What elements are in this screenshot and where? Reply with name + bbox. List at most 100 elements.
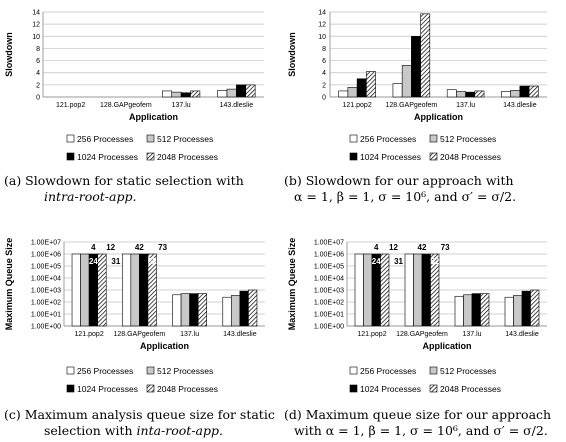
legend-swatch: [66, 384, 75, 393]
y-tick-label: 8: [36, 46, 40, 53]
y-axis-title: Maximum Queue Size: [4, 238, 14, 331]
bar: [404, 253, 414, 327]
bar: [248, 289, 258, 327]
x-tick-label: 128.GAPgeofem: [100, 102, 152, 109]
legend-label: 512 Processes: [440, 366, 496, 376]
bar: [180, 293, 190, 327]
legend-swatch: [429, 384, 438, 393]
bar: [130, 253, 140, 327]
x-tick-label: 143.dleslie: [220, 102, 254, 109]
caption-c: (c) Maximum analysis queue size for stat…: [4, 407, 275, 439]
legend-label: 256 Processes: [360, 366, 416, 376]
x-axis-title: Application: [129, 112, 178, 122]
y-tick-label: 0: [322, 95, 326, 102]
legend-label: 1024 Processes: [77, 384, 138, 394]
y-tick-label: 10: [32, 34, 40, 41]
legend-swatch: [429, 366, 438, 375]
legend-label: 2048 Processes: [157, 384, 218, 394]
legend-swatch: [349, 366, 358, 375]
bar: [480, 293, 490, 327]
legend-label: 2048 Processes: [157, 152, 218, 162]
bar: [139, 253, 149, 327]
x-tick-label: 128.GAPgeofem: [385, 102, 437, 109]
bar: [80, 253, 90, 327]
bar: [513, 295, 523, 327]
legend-label: 1024 Processes: [77, 152, 138, 162]
y-tick-label: 0: [36, 95, 40, 102]
legend-swatch: [66, 152, 75, 161]
data-label: 24: [89, 257, 98, 266]
x-tick-label: 128.GAPgeofem: [113, 331, 165, 338]
legend-label: 1024 Processes: [360, 384, 421, 394]
bar: [190, 90, 201, 98]
y-tick-label: 6: [36, 58, 40, 65]
y-tick-label: 1.00E+05: [31, 264, 61, 271]
y-axis-title: Maximum Queue Size: [287, 238, 297, 331]
bar: [519, 85, 530, 98]
data-label: 24: [372, 257, 381, 266]
legend-label: 512 Processes: [157, 366, 213, 376]
bar: [236, 84, 247, 98]
y-tick-label: 1.00E+06: [314, 252, 344, 259]
x-tick-label: 143.dleslie: [503, 102, 537, 109]
x-tick-label: 143.dleslie: [505, 331, 539, 338]
data-label: 42: [418, 243, 427, 252]
legend-label: 2048 Processes: [440, 152, 501, 162]
bar: [471, 293, 481, 327]
bar: [392, 83, 403, 98]
caption-a-line2: intra-root-app.: [44, 189, 137, 204]
y-tick-label: 1.00E+05: [314, 264, 344, 271]
y-tick-label: 1.00E+03: [31, 288, 61, 295]
y-tick-label: 10: [318, 34, 326, 41]
data-label: 4: [91, 243, 96, 252]
bar: [421, 253, 431, 327]
data-label: 52: [148, 257, 157, 266]
caption-c-line2a: selection with: [44, 423, 137, 438]
legend-swatch: [349, 384, 358, 393]
bar: [217, 90, 228, 98]
x-axis-title: Application: [414, 112, 463, 122]
data-label: 31: [111, 257, 120, 266]
y-tick-label: 4: [322, 70, 326, 77]
y-tick-label: 1.00E+03: [314, 288, 344, 295]
bar: [380, 253, 390, 327]
bar: [521, 290, 531, 327]
caption-a-line1: (a) Slowdown for static selection with: [4, 173, 244, 188]
data-label: 73: [158, 243, 167, 252]
y-tick-label: 1.00E+02: [31, 300, 61, 307]
legend-swatch: [429, 134, 438, 143]
legend-swatch: [349, 152, 358, 161]
chart-panel-a: 0 2 4 6 8 10 12 14 121.pop2 128.GAPgeofem 137.lu 14…: [4, 10, 264, 162]
y-tick-label: 1.00E+00: [31, 324, 61, 331]
bar: [197, 293, 208, 327]
y-tick-label: 8: [322, 46, 326, 53]
y-tick-label: 1.00E+01: [31, 312, 61, 319]
x-tick-label: 137.lu: [456, 102, 475, 109]
bar: [226, 88, 237, 98]
caption-b-line1: (b) Slowdown for our approach with: [284, 173, 514, 188]
x-axis-title: Application: [140, 341, 189, 351]
caption-d-line2: with α = 1, β = 1, σ = 10⁶, and σ′ = σ/2…: [294, 423, 548, 438]
x-tick-label: 121.pop2: [343, 102, 372, 109]
legend-label: 512 Processes: [440, 134, 496, 144]
y-axis-title: Slowdown: [4, 32, 14, 77]
legend-label: 256 Processes: [77, 134, 133, 144]
y-tick-label: 6: [322, 58, 326, 65]
bar: [338, 90, 349, 98]
bar: [97, 253, 107, 327]
data-label: 42: [135, 243, 144, 252]
x-tick-label: 143.dleslie: [223, 331, 257, 338]
bar: [530, 289, 540, 327]
y-tick-label: 12: [32, 22, 40, 29]
chart-panel-b: 0 2 4 6 8 10 12 14 121.pop2 128.GAPgeofem 137.lu 14…: [287, 10, 547, 162]
legend-label: 256 Processes: [77, 366, 133, 376]
chart-panel-d: 1.00E+00 1.00E+01 1.00E+02 1.00E+03 1.00E+04…: [287, 238, 547, 394]
bar: [446, 89, 457, 98]
bar: [239, 290, 249, 327]
bar: [504, 296, 514, 327]
data-label: 12: [389, 243, 398, 252]
data-label: 12: [106, 243, 115, 252]
caption-c-line1: (c) Maximum analysis queue size for stat…: [4, 407, 275, 422]
bar: [162, 90, 173, 98]
bar: [354, 253, 364, 327]
